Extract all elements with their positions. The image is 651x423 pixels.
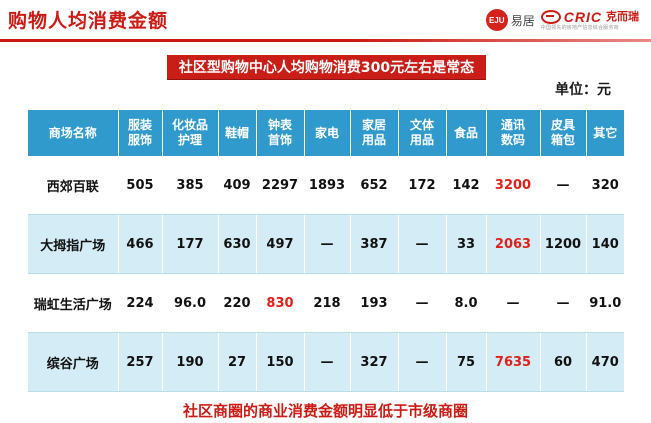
column-header-line: 其它 xyxy=(593,125,618,140)
column-header: 钟表 首饰 xyxy=(256,110,305,156)
value-cell: 2063 xyxy=(486,214,541,274)
slide-header: 购物人均消费金额 EJU 易居 CRIC 克而瑞 中国领先的房地产信息综合服务商 xyxy=(0,0,651,44)
value-cell: 150 xyxy=(256,332,305,392)
value-cell: 224 xyxy=(118,273,163,333)
cric-logo-word: CRIC xyxy=(563,8,602,25)
header-divider xyxy=(0,39,651,42)
column-header-line: 商场名称 xyxy=(48,125,97,140)
mall-name-cell: 瑞虹生活广场 xyxy=(28,273,119,333)
value-cell: 257 xyxy=(118,332,163,392)
eju-logo-icon: EJU xyxy=(485,9,508,31)
column-header-line: 服装 xyxy=(127,118,152,132)
value-cell: 75 xyxy=(446,332,487,392)
cric-logo: CRIC 克而瑞 中国领先的房地产信息综合服务商 xyxy=(540,8,639,31)
column-header-line: 用品 xyxy=(409,133,434,147)
value-cell: 190 xyxy=(162,332,219,392)
value-cell: 830 xyxy=(256,273,305,333)
value-cell: 652 xyxy=(350,156,399,215)
column-header: 皮具 箱包 xyxy=(540,110,587,156)
cric-logo-icon xyxy=(540,9,561,24)
value-cell: 630 xyxy=(218,214,257,274)
value-cell: 140 xyxy=(586,214,624,274)
table-row: 缤谷广场 257 190 27 150—327—75 7635 60 470 xyxy=(28,332,624,392)
value-cell: 385 xyxy=(162,156,219,215)
value-cell: 505 xyxy=(118,156,163,215)
slide-title: 购物人均消费金额 xyxy=(8,10,169,32)
column-header-line: 用品 xyxy=(361,133,386,147)
value-cell: — xyxy=(398,332,447,392)
column-header-line: 食品 xyxy=(453,125,478,140)
cric-logo-subtitle: 中国领先的房地产信息综合服务商 xyxy=(540,24,619,31)
table-row: 大拇指广场 466 177 630 497—387—33 2063 1200 140 xyxy=(28,214,624,274)
unit-label: 单位：元 xyxy=(555,82,611,98)
value-cell: 387 xyxy=(350,214,399,274)
value-cell: 33 xyxy=(446,214,487,274)
value-cell: — xyxy=(304,214,351,274)
column-header: 家电 xyxy=(304,110,351,156)
column-header-line: 服饰 xyxy=(127,133,152,147)
column-header-line: 鞋帽 xyxy=(224,125,249,140)
column-header: 通讯 数码 xyxy=(486,110,541,156)
value-cell: 327 xyxy=(350,332,399,392)
column-header: 服装 服饰 xyxy=(118,110,163,156)
mall-name-cell: 大拇指广场 xyxy=(28,214,119,274)
value-cell: 466 xyxy=(118,214,163,274)
column-header: 商场名称 xyxy=(28,110,119,156)
value-cell: 497 xyxy=(256,214,305,274)
value-cell: 7635 xyxy=(486,332,541,392)
column-header-line: 钟表 xyxy=(267,118,292,132)
value-cell: 1893 xyxy=(304,156,351,215)
value-cell: — xyxy=(304,332,351,392)
value-cell: 220 xyxy=(218,273,257,333)
column-header-line: 家电 xyxy=(314,125,339,140)
value-cell: — xyxy=(398,273,447,333)
mall-name-cell: 西郊百联 xyxy=(28,156,119,215)
value-cell: 96.0 xyxy=(162,273,219,333)
value-cell: 60 xyxy=(540,332,587,392)
value-cell: — xyxy=(540,156,587,215)
value-cell: 8.0 xyxy=(446,273,487,333)
cric-logo-cn: 克而瑞 xyxy=(606,10,639,23)
headline-banner: 社区型购物中心人均购物消费300元左右是常态 xyxy=(167,55,486,79)
spending-table: 商场名称 服装 服饰 化妆品 护理 鞋帽 钟表 首饰 家电 家居 用品 文体 用品 食品 通讯 数码 皮具 箱包其… xyxy=(28,110,624,392)
table-row: 西郊百联 505 385 409 2297 1893 652 172 142 3200—320 xyxy=(28,156,624,215)
footer-conclusion: 社区商圈的商业消费金额明显低于市级商圈 xyxy=(182,402,468,420)
column-header: 其它 xyxy=(586,110,624,156)
column-header: 食品 xyxy=(446,110,487,156)
value-cell: — xyxy=(398,214,447,274)
table-row: 瑞虹生活广场 224 96.0 220 830 218 193—8.0— —91.0 xyxy=(28,273,624,333)
value-cell: 470 xyxy=(586,332,624,392)
value-cell: 142 xyxy=(446,156,487,215)
value-cell: 1200 xyxy=(540,214,587,274)
value-cell: 177 xyxy=(162,214,219,274)
column-header-line: 箱包 xyxy=(550,133,575,147)
mall-name-cell: 缤谷广场 xyxy=(28,332,119,392)
column-header: 文体 用品 xyxy=(398,110,447,156)
column-header-line: 护理 xyxy=(177,133,202,147)
column-header-line: 家居 xyxy=(361,118,386,132)
column-header-line: 通讯 xyxy=(500,118,525,132)
value-cell: — xyxy=(486,273,541,333)
column-header: 鞋帽 xyxy=(218,110,257,156)
table-header-row: 商场名称 服装 服饰 化妆品 护理 鞋帽 钟表 首饰 家电 家居 用品 文体 用品 食品 通讯 数码 皮具 箱包其… xyxy=(28,110,624,156)
column-header-line: 皮具 xyxy=(550,118,575,132)
logo-group: EJU 易居 CRIC 克而瑞 中国领先的房地产信息综合服务商 xyxy=(485,6,639,34)
value-cell: 409 xyxy=(218,156,257,215)
value-cell: 193 xyxy=(350,273,399,333)
value-cell: 3200 xyxy=(486,156,541,215)
column-header: 化妆品 护理 xyxy=(162,110,219,156)
eju-logo-text: 易居 xyxy=(510,13,535,28)
column-header-line: 数码 xyxy=(500,133,525,147)
value-cell: 172 xyxy=(398,156,447,215)
value-cell: 218 xyxy=(304,273,351,333)
column-header-line: 首饰 xyxy=(267,133,292,147)
value-cell: 27 xyxy=(218,332,257,392)
column-header: 家居 用品 xyxy=(350,110,399,156)
value-cell: 320 xyxy=(586,156,624,215)
value-cell: — xyxy=(540,273,587,333)
column-header-line: 化妆品 xyxy=(171,118,208,132)
value-cell: 2297 xyxy=(256,156,305,215)
value-cell: 91.0 xyxy=(586,273,624,333)
column-header-line: 文体 xyxy=(409,118,434,132)
